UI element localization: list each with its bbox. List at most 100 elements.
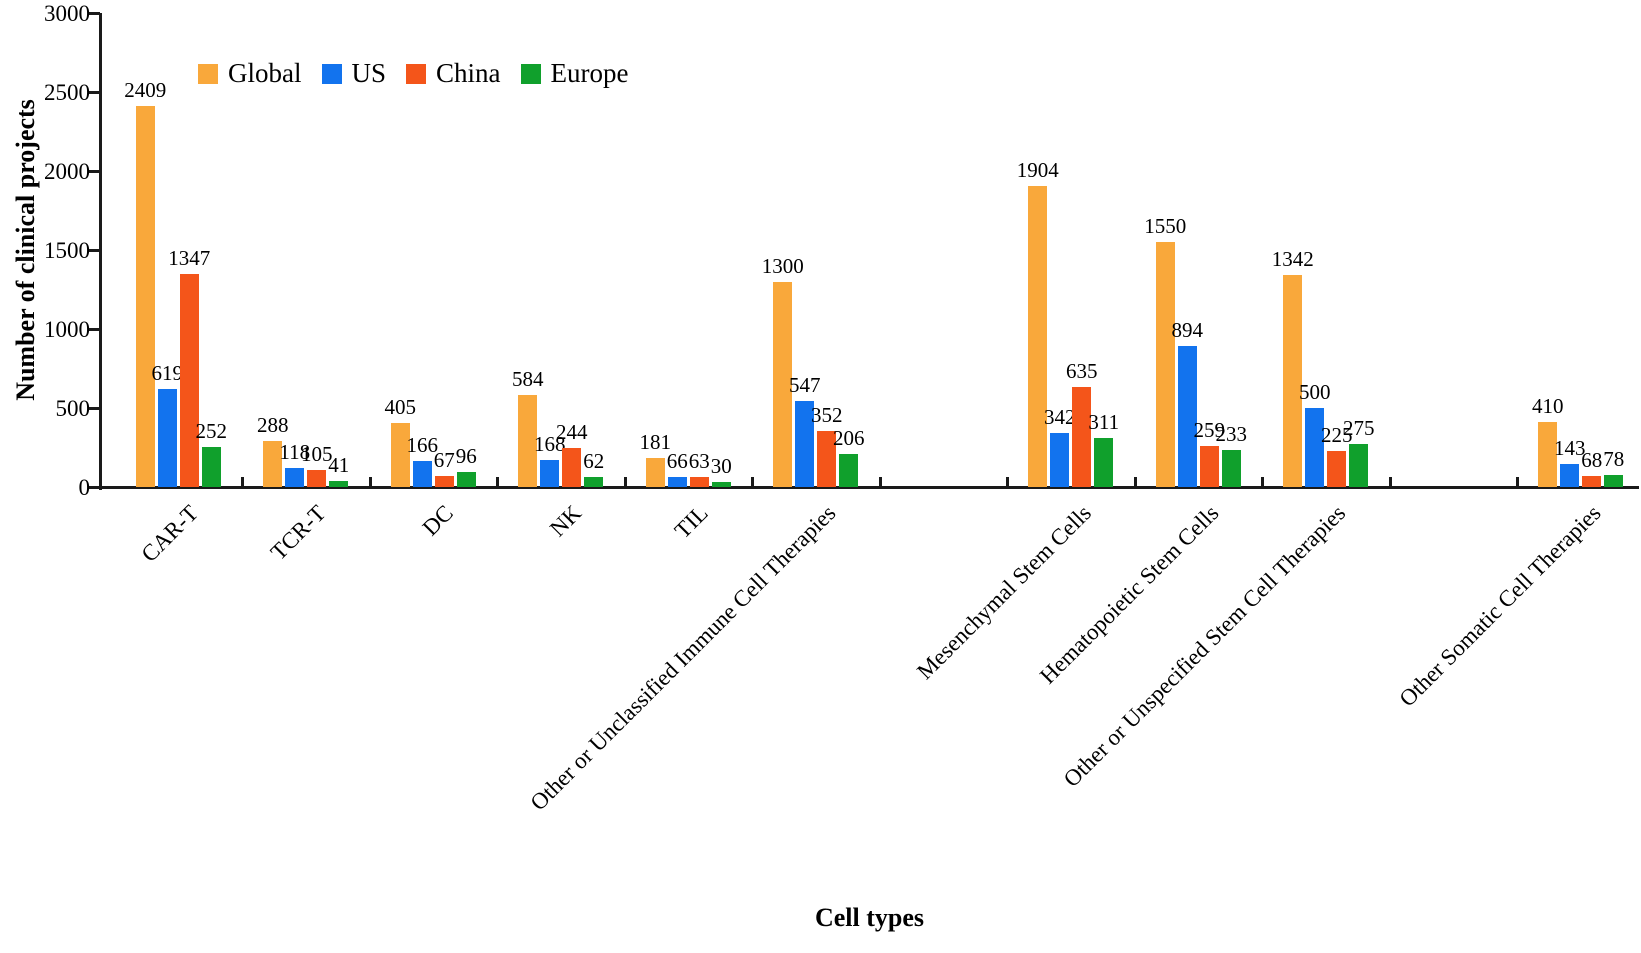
category-label: DC xyxy=(417,500,459,541)
bar-us xyxy=(1305,408,1325,487)
bar-value-label: 288 xyxy=(257,413,289,438)
bar-global xyxy=(263,441,283,487)
x-tick xyxy=(368,477,372,487)
x-tick xyxy=(1388,477,1392,487)
legend-swatch-china xyxy=(406,63,427,84)
x-tick xyxy=(1133,477,1137,487)
chart-legend: Global US China Europe xyxy=(198,60,628,87)
bar-value-label: 118 xyxy=(279,440,311,465)
bar-value-label: 143 xyxy=(1554,436,1586,461)
bar-value-label: 547 xyxy=(789,372,821,397)
bar-global xyxy=(773,281,793,487)
bar-value-label: 244 xyxy=(556,420,588,445)
bar-europe xyxy=(456,471,476,487)
bar-china xyxy=(817,431,837,487)
bar-global xyxy=(1028,186,1048,487)
bar-value-label: 233 xyxy=(1215,422,1248,447)
bar-value-label: 584 xyxy=(512,366,544,391)
y-tick xyxy=(89,328,100,331)
y-tick xyxy=(89,486,100,489)
bar-china xyxy=(1199,446,1219,487)
y-tick-label: 1000 xyxy=(44,317,90,342)
bar-value-label: 66 xyxy=(666,448,688,473)
y-tick-label: 1500 xyxy=(44,238,90,263)
bar-china xyxy=(1582,476,1602,487)
bar-europe xyxy=(329,480,349,487)
bar-global xyxy=(135,106,155,487)
bar-value-label: 1347 xyxy=(168,246,211,271)
y-tick-label: 2000 xyxy=(44,159,90,184)
bar-china xyxy=(1072,386,1092,487)
category-label: Other or Unspecified Stem Cell Therapies xyxy=(1059,500,1351,792)
bar-europe xyxy=(1094,437,1114,487)
bar-us xyxy=(1560,464,1580,487)
category-label: CAR-T xyxy=(136,500,204,567)
bar-value-label: 259 xyxy=(1193,418,1226,443)
bar-value-label: 225 xyxy=(1321,423,1353,448)
x-tick xyxy=(623,477,627,487)
bar-value-label: 41 xyxy=(328,452,350,477)
category-label: Other Somatic Cell Therapies xyxy=(1394,500,1606,712)
bar-us xyxy=(157,389,177,487)
legend-item-us: US xyxy=(321,60,386,87)
bar-value-label: 1342 xyxy=(1271,246,1314,271)
x-tick xyxy=(496,477,499,487)
bar-value-label: 96 xyxy=(455,443,477,468)
bar-value-label: 168 xyxy=(534,432,566,457)
bar-value-label: 1300 xyxy=(761,253,804,278)
legend-label: Global xyxy=(228,58,302,88)
legend-swatch-europe xyxy=(520,63,541,84)
y-tick xyxy=(89,407,100,410)
x-axis-title: Cell types xyxy=(814,903,925,932)
bar-value-label: 166 xyxy=(406,432,439,457)
x-tick xyxy=(1261,477,1264,487)
bar-global xyxy=(390,423,410,487)
y-tick xyxy=(89,170,100,173)
bar-us xyxy=(412,460,432,487)
bar-us xyxy=(1050,432,1070,487)
bar-europe xyxy=(1349,443,1369,487)
bar-value-label: 619 xyxy=(151,361,184,386)
bar-value-label: 2409 xyxy=(124,78,167,103)
legend-swatch-us xyxy=(321,63,342,84)
legend-item-global: Global xyxy=(198,60,302,87)
bar-value-label: 275 xyxy=(1343,415,1375,440)
bar-global xyxy=(518,394,538,487)
bar-value-label: 30 xyxy=(710,454,732,479)
bar-value-label: 500 xyxy=(1299,380,1331,404)
category-label: TIL xyxy=(670,500,714,544)
x-tick xyxy=(241,477,244,487)
x-tick xyxy=(751,477,754,487)
bar-value-label: 252 xyxy=(195,419,228,444)
legend-item-europe: Europe xyxy=(520,58,629,88)
bar-europe xyxy=(201,447,221,487)
x-axis-title-wrap: Cell types xyxy=(101,903,1638,933)
legend-swatch-global xyxy=(198,63,218,84)
y-axis-spine xyxy=(99,13,102,490)
y-tick xyxy=(89,249,100,252)
x-axis-spine xyxy=(99,486,1639,489)
x-tick xyxy=(878,477,882,487)
bar-us xyxy=(540,460,560,487)
bar-value-label: 68 xyxy=(1581,448,1603,473)
bar-value-label: 1904 xyxy=(1016,158,1059,183)
bar-europe xyxy=(1221,450,1241,487)
bar-value-label: 1550 xyxy=(1144,214,1187,239)
bar-value-label: 206 xyxy=(833,426,865,451)
bar-europe xyxy=(584,477,604,487)
bar-value-label: 635 xyxy=(1066,358,1098,383)
category-label: Other or Unclassified Immune Cell Therap… xyxy=(525,500,841,816)
x-tick xyxy=(1516,477,1519,487)
category-label: NK xyxy=(544,500,586,542)
bar-europe xyxy=(839,454,859,487)
bar-value-label: 67 xyxy=(433,448,455,473)
bar-us xyxy=(667,476,687,487)
bar-value-label: 181 xyxy=(639,430,672,455)
bar-us xyxy=(795,400,815,487)
bar-china xyxy=(434,476,454,487)
legend-label: Europe xyxy=(550,58,629,88)
bar-value-label: 894 xyxy=(1171,317,1204,342)
bar-value-label: 352 xyxy=(811,403,843,428)
bar-china xyxy=(689,477,709,487)
bar-global xyxy=(1283,274,1303,487)
